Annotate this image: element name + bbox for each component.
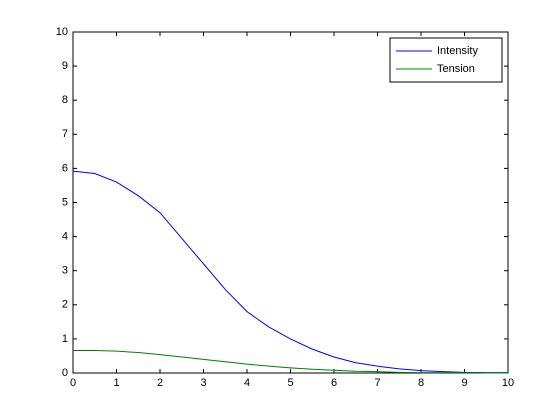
y-tick-label: 1 [62,333,68,345]
y-tick-label: 0 [62,367,68,379]
y-tick-label: 6 [62,162,68,174]
y-tick-label: 10 [56,26,68,38]
line-series [72,170,508,374]
x-tick-label: 4 [244,377,250,389]
x-tick-label: 9 [461,377,467,389]
x-tick-label: 0 [70,377,76,389]
x-tick-label: 5 [287,377,293,389]
y-tick-label: 9 [62,60,68,72]
y-tick-label: 4 [62,231,68,243]
x-tick-label: 7 [374,377,380,389]
line-series [73,349,508,374]
x-tick-label: 10 [502,377,514,389]
x-tick-label: 6 [331,377,337,389]
legend-box [389,37,503,83]
y-tick-label: 3 [62,265,68,277]
legend-label: Tension [437,63,475,75]
x-tick-label: 3 [200,377,206,389]
x-tick-label: 2 [157,377,163,389]
legend-label: Intensity [437,45,478,57]
y-tick-label: 5 [62,196,68,208]
y-tick-label: 8 [62,94,68,106]
x-tick-label: 1 [113,377,119,389]
x-tick-label: 8 [418,377,424,389]
y-tick-label: 2 [62,299,68,311]
plot-area [72,31,509,374]
y-tick-label: 7 [62,128,68,140]
